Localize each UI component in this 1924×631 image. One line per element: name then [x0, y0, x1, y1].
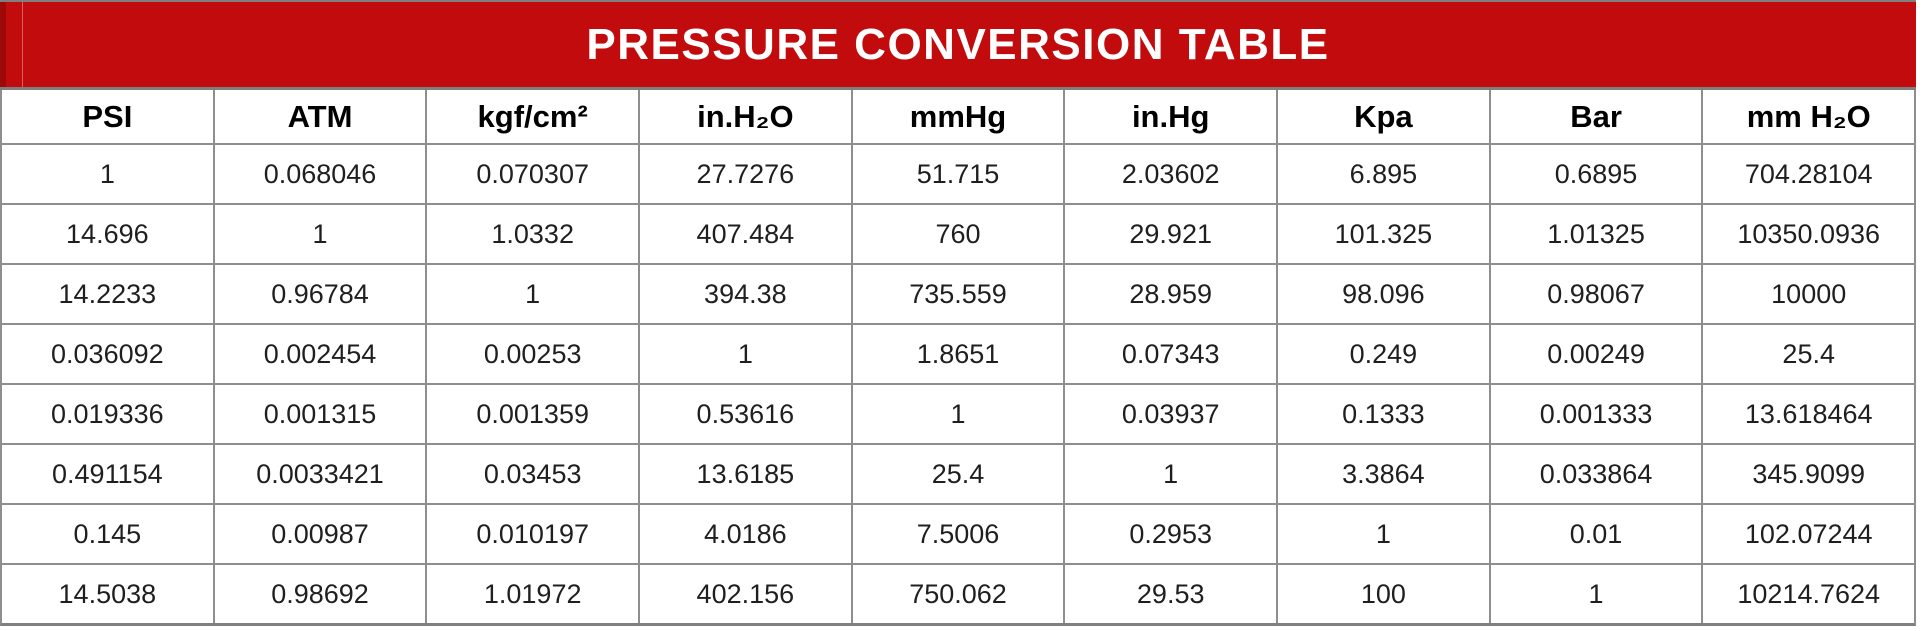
table-cell: 0.068046 — [215, 145, 428, 203]
table-cell: 1.01972 — [427, 565, 641, 623]
table-row: 0.036092 0.002454 0.00253 1 1.8651 0.073… — [0, 325, 1916, 385]
page-title: PRESSURE CONVERSION TABLE — [586, 19, 1330, 69]
table-row: 0.491154 0.0033421 0.03453 13.6185 25.4 … — [0, 445, 1916, 505]
column-header-kgf-cm2: kgf/cm² — [427, 90, 641, 143]
table-cell: 25.4 — [1782, 338, 1835, 369]
table-cell: 0.001315 — [215, 385, 428, 443]
table-row: 14.2233 0.96784 1 394.38 735.559 28.959 … — [0, 265, 1916, 325]
table-cell: 7.5006 — [853, 505, 1066, 563]
table-cell: 0.01 — [1491, 505, 1704, 563]
table-cell: 1 — [2, 145, 215, 203]
table-cell: 0.07343 — [1065, 325, 1279, 383]
table-row: 0.019336 0.001315 0.001359 0.53616 1 0.0… — [0, 385, 1916, 445]
table-cell: 6.895 — [1278, 145, 1491, 203]
table-cell: 3.3864 — [1278, 445, 1491, 503]
table-row: 14.5038 0.98692 1.01972 402.156 750.062 … — [0, 565, 1916, 626]
table-cell: 0.491154 — [2, 445, 215, 503]
table-cell: 14.5038 — [2, 565, 215, 623]
table-cell: 407.484 — [640, 205, 853, 263]
table-cell: 0.53616 — [640, 385, 853, 443]
table-cell: 0.070307 — [427, 145, 641, 203]
table-cell: 0.019336 — [2, 385, 215, 443]
table-cell: 2.03602 — [1065, 145, 1279, 203]
table-grid: PSI ATM kgf/cm² in.H₂O mmHg in.Hg Kpa Ba… — [0, 90, 1916, 626]
table-row: 14.696 1 1.0332 407.484 760 29.921 101.3… — [0, 205, 1916, 265]
table-cell: 101.325 — [1278, 205, 1491, 263]
table-cell: 394.38 — [640, 265, 853, 323]
table-cell: 0.03453 — [427, 445, 641, 503]
column-header-in-hg: in.Hg — [1065, 90, 1279, 143]
table-cell: 1 — [1065, 445, 1279, 503]
table-cell: 735.559 — [853, 265, 1066, 323]
column-header-mm-h2o: mm H₂O — [1746, 98, 1871, 134]
table-cell: 0.001359 — [427, 385, 641, 443]
table-cell: 345.9099 — [1752, 458, 1866, 489]
table-cell: 29.53 — [1065, 565, 1279, 623]
table-cell: 0.036092 — [2, 325, 215, 383]
table-cell: 10350.0936 — [1737, 218, 1881, 249]
table-cell: 1.0332 — [427, 205, 641, 263]
table-cell: 102.07244 — [1744, 518, 1873, 549]
table-cell: 100 — [1278, 565, 1491, 623]
table-cell: 25.4 — [853, 445, 1066, 503]
table-cell: 704.28104 — [1744, 158, 1873, 189]
table-title-bar: PRESSURE CONVERSION TABLE — [0, 0, 1916, 90]
column-header-mmhg: mmHg — [853, 90, 1066, 143]
table-cell: 0.145 — [2, 505, 215, 563]
header-row: PSI ATM kgf/cm² in.H₂O mmHg in.Hg Kpa Ba… — [0, 90, 1916, 145]
table-cell: 1.01325 — [1491, 205, 1704, 263]
table-cell: 13.618464 — [1744, 398, 1873, 429]
table-cell: 750.062 — [853, 565, 1066, 623]
table-row: 0.145 0.00987 0.010197 4.0186 7.5006 0.2… — [0, 505, 1916, 565]
table-cell: 13.6185 — [640, 445, 853, 503]
table-cell: 0.98067 — [1491, 265, 1704, 323]
table-cell: 0.6895 — [1491, 145, 1704, 203]
table-cell: 0.00253 — [427, 325, 641, 383]
table-cell: 0.0033421 — [215, 445, 428, 503]
table-cell: 10000 — [1771, 278, 1847, 309]
table-cell: 1 — [1491, 565, 1704, 623]
title-cell-divider — [22, 2, 23, 87]
table-cell: 0.001333 — [1491, 385, 1704, 443]
table-cell: 0.98692 — [215, 565, 428, 623]
column-header-atm: ATM — [215, 90, 428, 143]
table-cell: 28.959 — [1065, 265, 1279, 323]
table-cell: 98.096 — [1278, 265, 1491, 323]
table-cell: 27.7276 — [640, 145, 853, 203]
title-left-edge — [0, 2, 6, 87]
table-cell: 1 — [640, 325, 853, 383]
table-cell: 0.033864 — [1491, 445, 1704, 503]
table-cell: 29.921 — [1065, 205, 1279, 263]
table-cell: 0.002454 — [215, 325, 428, 383]
column-header-kpa: Kpa — [1278, 90, 1491, 143]
table-cell: 0.00987 — [215, 505, 428, 563]
table-cell: 10214.7624 — [1737, 578, 1881, 609]
table-cell: 0.03937 — [1065, 385, 1279, 443]
table-cell: 0.249 — [1278, 325, 1491, 383]
table-cell: 1 — [427, 265, 641, 323]
table-cell: 1 — [215, 205, 428, 263]
table-cell: 4.0186 — [640, 505, 853, 563]
table-cell: 0.1333 — [1278, 385, 1491, 443]
table-cell: 1 — [853, 385, 1066, 443]
table-cell: 402.156 — [640, 565, 853, 623]
table-cell: 14.2233 — [2, 265, 215, 323]
table-cell: 760 — [853, 205, 1066, 263]
table-cell: 14.696 — [2, 205, 215, 263]
table-cell: 0.96784 — [215, 265, 428, 323]
column-header-in-h2o: in.H₂O — [640, 90, 853, 143]
column-header-psi: PSI — [2, 90, 215, 143]
table-row: 1 0.068046 0.070307 27.7276 51.715 2.036… — [0, 145, 1916, 205]
table-cell: 1 — [1278, 505, 1491, 563]
table-cell: 0.00249 — [1491, 325, 1704, 383]
column-header-bar: Bar — [1491, 90, 1704, 143]
table-cell: 0.010197 — [427, 505, 641, 563]
table-cell: 1.8651 — [853, 325, 1066, 383]
table-cell: 51.715 — [853, 145, 1066, 203]
table-cell: 0.2953 — [1065, 505, 1279, 563]
